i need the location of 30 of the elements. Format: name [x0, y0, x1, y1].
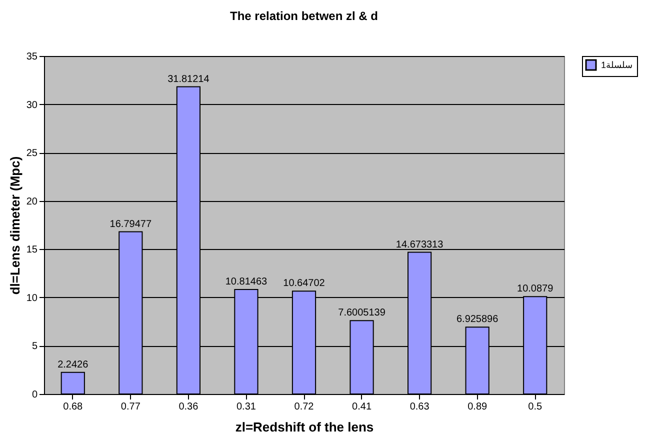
x-tick-label: 0.5 [528, 402, 542, 412]
y-tick-label: 30 [26, 100, 38, 111]
legend-label: سلسلة1 [601, 60, 634, 70]
x-tick-label: 0.89 [468, 402, 488, 412]
y-tick-label: 20 [26, 196, 38, 208]
y-tick-label: 15 [26, 244, 38, 256]
data-label: 16.79477 [110, 218, 152, 230]
data-label: 10.81463 [225, 276, 268, 288]
data-label: 6.925896 [456, 314, 499, 326]
y-tick-label: 35 [26, 52, 38, 62]
y-axis-title: dl=Lens dimeter (Mpc) [7, 156, 22, 295]
x-tick-label: 0.72 [294, 402, 314, 412]
data-label: 31.81214 [168, 74, 210, 85]
x-tick-label: 0.36 [178, 402, 199, 412]
data-label: 7.6005139 [338, 308, 386, 319]
x-tick-label: 0.31 [236, 402, 256, 412]
x-tick-label: 0.77 [120, 402, 141, 412]
y-tick-label: 25 [26, 148, 38, 160]
data-label: 14.673313 [396, 239, 444, 250]
y-tick-label: 5 [32, 341, 38, 352]
x-axis-title: zl=Redshift of the lens [235, 420, 374, 434]
x-tick-label: 0.41 [352, 402, 372, 412]
x-tick-label: 0.63 [410, 402, 430, 412]
x-tick-label: 0.68 [63, 402, 84, 412]
data-label: 2.2426 [58, 359, 89, 370]
data-label: 10.64702 [283, 278, 326, 290]
chart-title: The relation betwen zl & d [230, 9, 378, 23]
y-tick-label: 0 [32, 390, 38, 400]
data-label: 10.0879 [517, 284, 554, 295]
y-tick-label: 10 [26, 292, 38, 304]
